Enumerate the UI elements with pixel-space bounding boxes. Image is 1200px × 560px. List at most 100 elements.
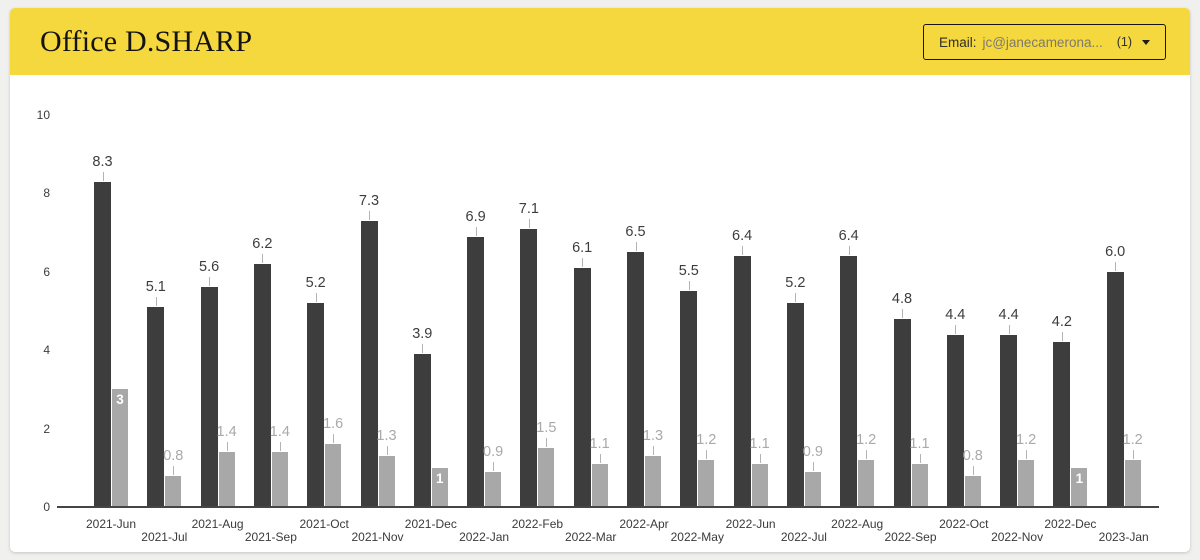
data-label-primary: 5.5 xyxy=(678,263,699,280)
data-label-secondary: 0.8 xyxy=(163,447,184,464)
x-axis-label: 2022-Nov xyxy=(991,530,1044,544)
data-label-primary: 7.3 xyxy=(358,192,380,209)
data-label-leader xyxy=(902,308,903,318)
data-label-primary: 4.2 xyxy=(1051,314,1072,331)
bar-primary[interactable] xyxy=(307,303,325,507)
data-label-secondary: 1.1 xyxy=(749,435,770,452)
data-label-secondary: 0.8 xyxy=(962,447,983,464)
bar-secondary[interactable] xyxy=(538,448,555,507)
data-label-leader xyxy=(688,281,690,291)
bar-secondary[interactable] xyxy=(431,467,448,507)
bar-secondary[interactable] xyxy=(1124,459,1141,507)
data-label-leader xyxy=(155,297,157,307)
bar-secondary[interactable] xyxy=(751,463,768,507)
data-label-leader xyxy=(599,453,601,463)
data-label-secondary: 1.1 xyxy=(909,435,930,452)
data-label-leader xyxy=(759,453,761,463)
bar-primary[interactable] xyxy=(1106,271,1124,507)
bar-primary[interactable] xyxy=(893,318,911,507)
bar-secondary[interactable] xyxy=(698,459,715,507)
bar-secondary[interactable] xyxy=(112,389,128,507)
x-axis-label: 2022-Mar xyxy=(565,530,617,544)
data-label-leader xyxy=(1132,449,1134,459)
bar-primary[interactable] xyxy=(627,252,644,507)
bar-secondary[interactable] xyxy=(858,459,875,507)
data-label-primary: 6.4 xyxy=(732,228,753,245)
email-filter-dropdown[interactable]: Email: jc@janecamerona... (1) xyxy=(922,24,1166,60)
data-label-leader xyxy=(955,324,957,334)
data-label-leader xyxy=(369,210,370,220)
x-axis-label: 2021-Jul xyxy=(141,530,188,544)
bar-secondary[interactable] xyxy=(591,463,608,507)
bar-primary[interactable] xyxy=(1053,342,1071,507)
bar-primary[interactable] xyxy=(520,228,538,507)
bar-chart: 0 2 4 6 8 10 8.3 3 2021-Jun 5.1 0.8 2021-Jul 5.6 1.4 2… xyxy=(10,75,1190,552)
data-label-leader xyxy=(1026,449,1028,459)
bar-primary[interactable] xyxy=(253,263,271,507)
bar-primary[interactable] xyxy=(360,220,378,507)
data-label-leader xyxy=(279,442,281,452)
data-label-secondary: 0.9 xyxy=(483,443,504,460)
x-axis-label: 2022-Aug xyxy=(831,517,884,531)
bar-secondary[interactable] xyxy=(911,463,928,507)
bar-primary[interactable] xyxy=(840,256,858,507)
y-axis-tick-label: 10 xyxy=(36,108,50,122)
data-label-secondary: 1 xyxy=(1075,470,1084,486)
bar-primary[interactable] xyxy=(786,303,804,507)
bar-secondary[interactable] xyxy=(1071,467,1088,507)
data-label-primary: 4.8 xyxy=(891,290,913,307)
bar-secondary[interactable] xyxy=(964,475,981,507)
x-axis-label: 2022-Sep xyxy=(884,530,937,544)
data-label-primary: 6.4 xyxy=(838,228,859,245)
bar-secondary[interactable] xyxy=(378,456,395,507)
bar-primary[interactable] xyxy=(94,181,111,507)
report-header: Office D.SHARP Email: jc@janecamerona...… xyxy=(10,8,1190,75)
report-card: Office D.SHARP Email: jc@janecamerona...… xyxy=(10,8,1190,552)
data-label-leader xyxy=(493,461,495,471)
bar-secondary[interactable] xyxy=(1018,459,1035,507)
bar-secondary[interactable] xyxy=(645,456,661,507)
data-label-leader xyxy=(1008,324,1010,334)
data-label-primary: 4.4 xyxy=(998,306,1019,323)
bar-primary[interactable] xyxy=(147,307,165,507)
data-label-leader xyxy=(209,277,211,287)
bar-secondary[interactable] xyxy=(218,452,235,507)
data-label-leader xyxy=(315,293,317,303)
bar-primary[interactable] xyxy=(733,256,751,507)
y-axis-tick-label: 2 xyxy=(43,421,50,436)
x-axis-label: 2022-Dec xyxy=(1044,517,1097,531)
data-label-leader xyxy=(795,293,797,303)
data-label-secondary: 1.3 xyxy=(642,428,664,445)
data-label-primary: 5.6 xyxy=(199,259,220,276)
x-axis-label: 2022-Apr xyxy=(619,517,669,531)
bar-primary[interactable] xyxy=(413,354,431,507)
bar-primary[interactable] xyxy=(1000,334,1018,507)
bar-primary[interactable] xyxy=(946,334,964,507)
bar-primary[interactable] xyxy=(680,291,698,507)
data-label-leader xyxy=(262,253,264,263)
bar-secondary[interactable] xyxy=(165,475,182,507)
data-label-leader xyxy=(475,226,477,236)
data-label-leader xyxy=(653,446,654,456)
x-axis-label: 2022-Feb xyxy=(511,517,564,531)
x-axis-label: 2021-Sep xyxy=(244,530,297,544)
data-label-secondary: 0.9 xyxy=(802,443,823,460)
bar-secondary[interactable] xyxy=(485,471,502,507)
page-title: Office D.SHARP xyxy=(40,24,253,58)
y-axis-tick-label: 0 xyxy=(43,500,50,514)
data-label-leader xyxy=(333,434,335,444)
bar-secondary[interactable] xyxy=(325,444,342,507)
data-label-secondary: 1.2 xyxy=(856,431,877,448)
data-label-leader xyxy=(635,242,637,252)
bar-secondary[interactable] xyxy=(271,452,288,507)
data-label-secondary: 1.2 xyxy=(696,431,717,448)
bar-primary[interactable] xyxy=(467,236,485,507)
data-label-primary: 6.0 xyxy=(1105,243,1126,260)
bar-primary[interactable] xyxy=(200,287,218,507)
bar-secondary[interactable] xyxy=(804,471,821,507)
bar-primary[interactable] xyxy=(573,267,591,507)
data-label-leader xyxy=(173,465,175,475)
x-axis-label: 2023-Jan xyxy=(1098,530,1149,544)
data-label-secondary: 1.5 xyxy=(536,420,557,437)
data-label-primary: 5.2 xyxy=(305,275,326,292)
